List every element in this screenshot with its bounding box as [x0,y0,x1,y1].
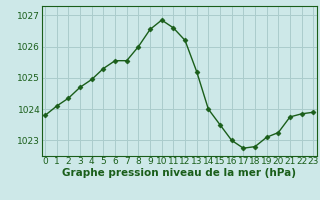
X-axis label: Graphe pression niveau de la mer (hPa): Graphe pression niveau de la mer (hPa) [62,168,296,178]
